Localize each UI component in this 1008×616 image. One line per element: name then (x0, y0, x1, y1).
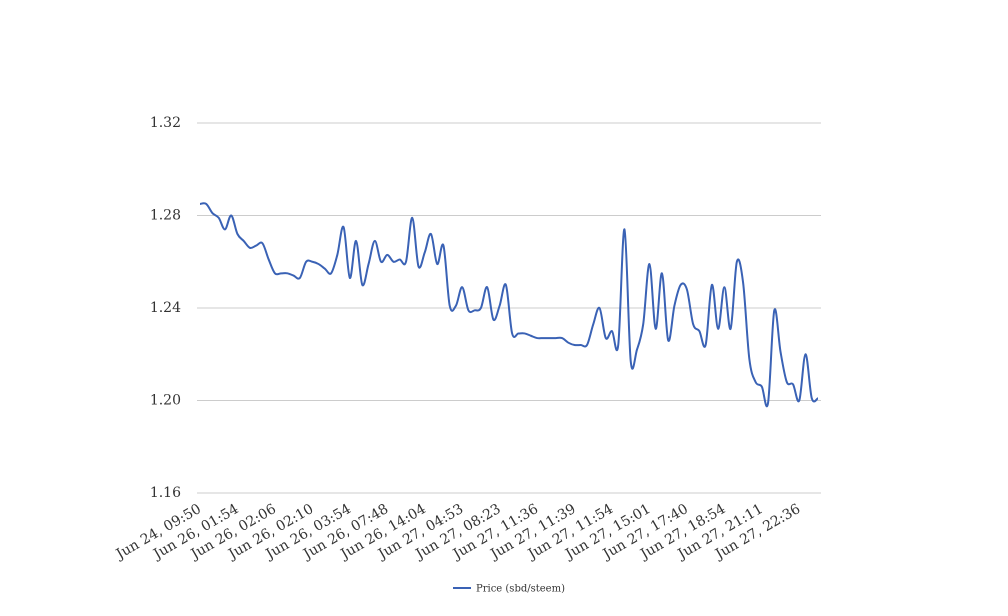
y-tick-label: 1.24 (150, 300, 181, 316)
y-tick-label: 1.16 (150, 485, 181, 501)
y-tick-label: 1.32 (150, 115, 181, 131)
legend-label: Price (sbd/steem) (476, 584, 565, 595)
y-tick-label: 1.28 (150, 208, 181, 224)
series-line (199, 202, 819, 408)
y-tick-label: 1.20 (150, 393, 181, 409)
